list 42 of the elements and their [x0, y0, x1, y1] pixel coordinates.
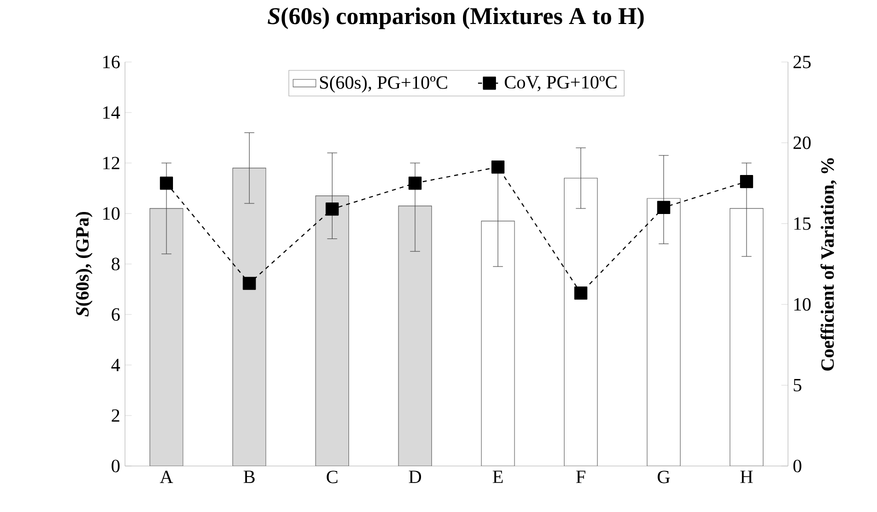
- y-tick-label: 16: [103, 56, 120, 68]
- y2-tick-label: 5: [794, 378, 802, 392]
- point: [242, 276, 256, 290]
- x-tick-label: G: [658, 470, 670, 484]
- y-tick-label: 14: [103, 106, 120, 119]
- bar: [398, 206, 432, 466]
- y2-axis-title: Coefficient of Variation, %: [820, 158, 837, 371]
- chart-title: S(60s) comparison (Mixtures A to H): [268, 7, 644, 30]
- y2-tick-label: 25: [794, 56, 811, 68]
- y2-tick-label: 15: [794, 217, 811, 230]
- x-tick-label: D: [408, 470, 422, 483]
- x-tick-label: A: [160, 470, 174, 484]
- y2-tick-label: 0: [793, 460, 802, 472]
- point: [657, 200, 670, 214]
- bar: [730, 208, 764, 466]
- x-tick-label: F: [576, 470, 586, 483]
- y2-tick-label: 20: [794, 136, 811, 150]
- bar: [232, 168, 266, 466]
- y-tick-label: 12: [103, 156, 120, 170]
- y2-tick-label: 10: [794, 298, 811, 311]
- legend-label: S(60s), PG+10ºC: [320, 76, 448, 93]
- y-tick-label: 4: [111, 358, 120, 372]
- point: [326, 202, 339, 216]
- bar: [315, 196, 350, 466]
- point: [574, 286, 588, 300]
- x-tick-label: E: [492, 470, 503, 483]
- point: [160, 176, 173, 190]
- x-tick-label: H: [740, 470, 753, 483]
- point: [491, 160, 504, 174]
- point: [408, 176, 422, 190]
- y-tick-label: 6: [112, 308, 120, 321]
- y-tick-label: 10: [103, 207, 120, 220]
- y-axis-title: S(60s), (GPa): [76, 212, 92, 317]
- y-tick-label: 2: [112, 409, 120, 422]
- legend-label: CoV, PG+10ºC: [504, 76, 616, 92]
- y-tick-label: 0: [112, 460, 120, 472]
- y-tick-label: 8: [112, 258, 120, 270]
- x-tick-label: C: [326, 470, 338, 484]
- bar: [150, 208, 184, 466]
- x-tick-label: B: [244, 470, 255, 483]
- point: [740, 175, 754, 188]
- bar: [646, 198, 681, 466]
